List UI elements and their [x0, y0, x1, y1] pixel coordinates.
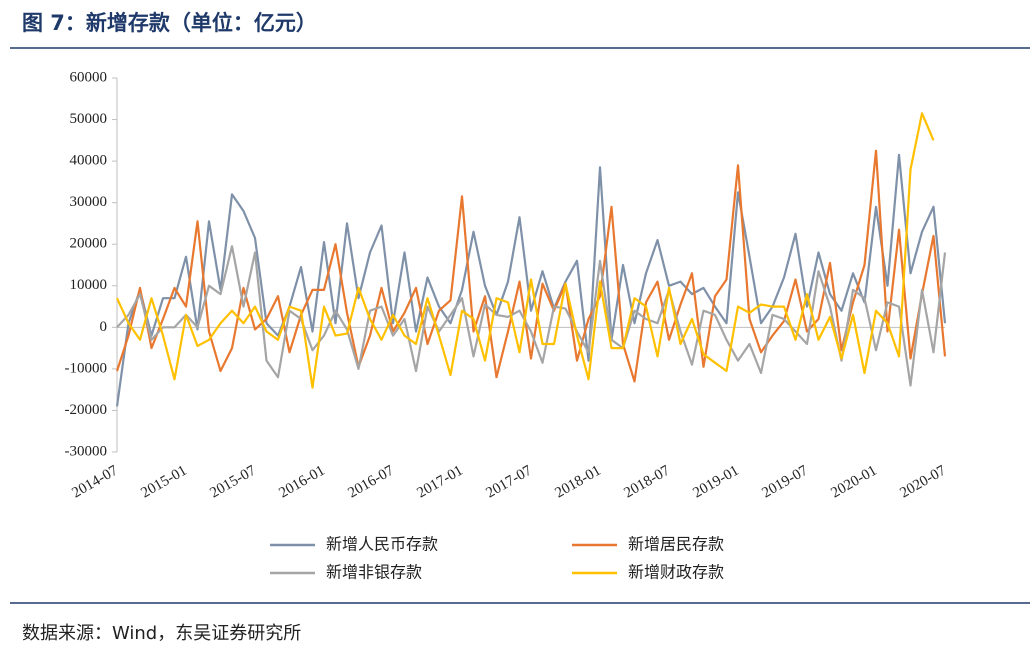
y-tick-label: 60000 [70, 69, 108, 85]
chart-title: 图 7：新增存款（单位：亿元） [22, 11, 317, 35]
x-tick-label: 2019-01 [690, 463, 741, 502]
x-tick-label: 2020-07 [897, 462, 949, 501]
x-tick-label: 2018-07 [621, 462, 673, 501]
series-line [116, 112, 935, 389]
x-tick-label: 2020-01 [828, 463, 879, 502]
legend-label: 新增居民存款 [628, 535, 724, 554]
x-tick-label: 2019-07 [759, 462, 811, 501]
series-line [115, 153, 947, 407]
x-tick-label: 2016-01 [276, 463, 327, 502]
series-line [115, 149, 947, 383]
y-tick-label: -30000 [65, 443, 108, 459]
y-tick-label: 50000 [70, 111, 108, 127]
y-tick-label: 40000 [70, 153, 108, 169]
x-tick-label: 2014-07 [69, 462, 121, 501]
x-tick-label: 2015-01 [138, 463, 189, 502]
legend-label: 新增人民币存款 [326, 535, 438, 554]
y-tick-label: 0 [100, 319, 108, 335]
x-tick-label: 2017-01 [414, 463, 465, 502]
x-tick-label: 2018-01 [552, 463, 603, 502]
y-tick-label: 20000 [70, 236, 108, 252]
series-line [116, 245, 947, 387]
y-tick-label: 30000 [70, 194, 108, 210]
x-tick-label: 2017-07 [483, 462, 535, 501]
x-tick-label: 2015-07 [207, 462, 259, 501]
source-note: 数据来源：Wind，东吴证券研究所 [22, 623, 301, 644]
y-tick-label: -10000 [65, 360, 108, 376]
legend-label: 新增非银存款 [326, 563, 422, 582]
y-tick-label: -20000 [65, 402, 108, 418]
y-tick-label: 10000 [70, 277, 108, 293]
legend-label: 新增财政存款 [628, 563, 724, 582]
x-tick-label: 2016-07 [345, 462, 397, 501]
